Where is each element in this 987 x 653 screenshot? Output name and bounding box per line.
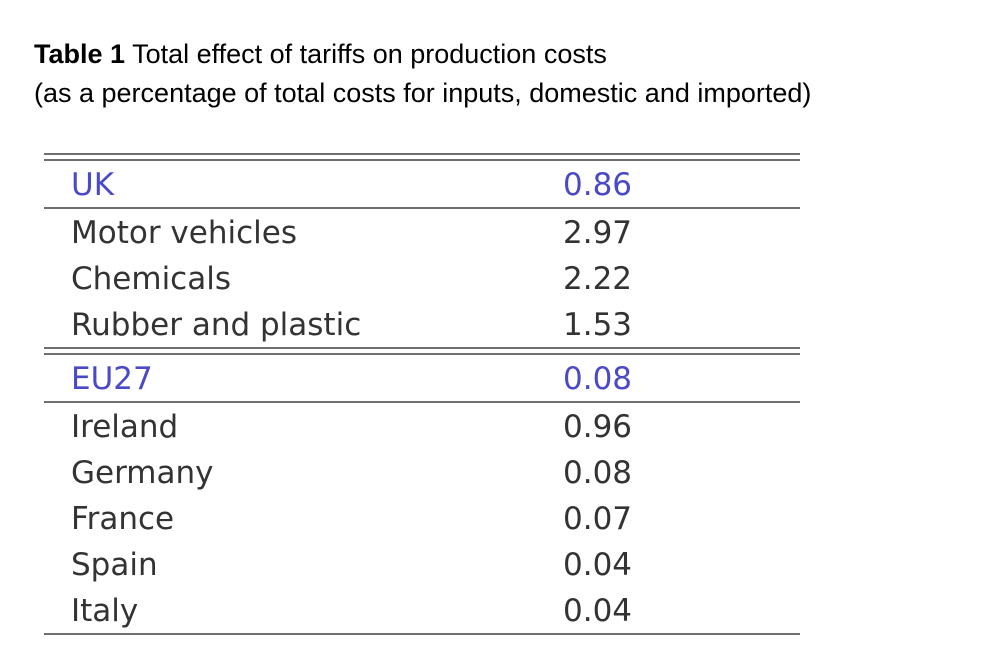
table-row: Spain 0.04 [44,541,800,587]
table-bottom-rule [44,633,800,635]
row-name: Germany [71,455,214,491]
table-row: Rubber and plastic 1.53 [44,301,800,347]
row-value: 2.22 [563,261,633,297]
group-header-value: 0.08 [563,361,633,397]
row-value: 0.07 [563,501,633,537]
row-value: 1.53 [563,307,633,343]
group-separator-rule [44,347,800,355]
tariff-table: UK 0.86 Motor vehicles 2.97 Chemicals 2.… [44,153,800,635]
row-name: France [71,501,175,537]
row-name: Chemicals [71,261,231,297]
caption-label: Table 1 [34,39,126,69]
group-header-value: 0.86 [563,167,633,203]
row-name: Rubber and plastic [71,307,362,343]
group-header-uk: UK 0.86 [44,161,800,207]
row-name: Italy [71,593,139,629]
table-caption: Table 1 Total effect of tariffs on produ… [34,35,811,113]
caption-subtitle: (as a percentage of total costs for inpu… [34,78,812,108]
group-header-rule [44,401,800,403]
row-value: 2.97 [563,215,633,251]
row-value: 0.04 [563,593,633,629]
row-name: Motor vehicles [71,215,297,251]
table-row: Italy 0.04 [44,587,800,633]
row-name: Spain [71,547,158,583]
group-header-rule [44,207,800,209]
table-row: Motor vehicles 2.97 [44,209,800,255]
caption-line-1: Table 1 Total effect of tariffs on produ… [34,35,811,74]
table-row: Germany 0.08 [44,449,800,495]
row-name: Ireland [71,409,179,445]
table-row: Ireland 0.96 [44,403,800,449]
row-value: 0.04 [563,547,633,583]
group-header-name: UK [71,167,115,203]
row-value: 0.08 [563,455,633,491]
table-row: France 0.07 [44,495,800,541]
table-top-rule [44,153,800,161]
group-header-eu27: EU27 0.08 [44,355,800,401]
row-value: 0.96 [563,409,633,445]
table-row: Chemicals 2.22 [44,255,800,301]
caption-title: Total effect of tariffs on production co… [132,39,607,69]
group-header-name: EU27 [71,361,153,397]
